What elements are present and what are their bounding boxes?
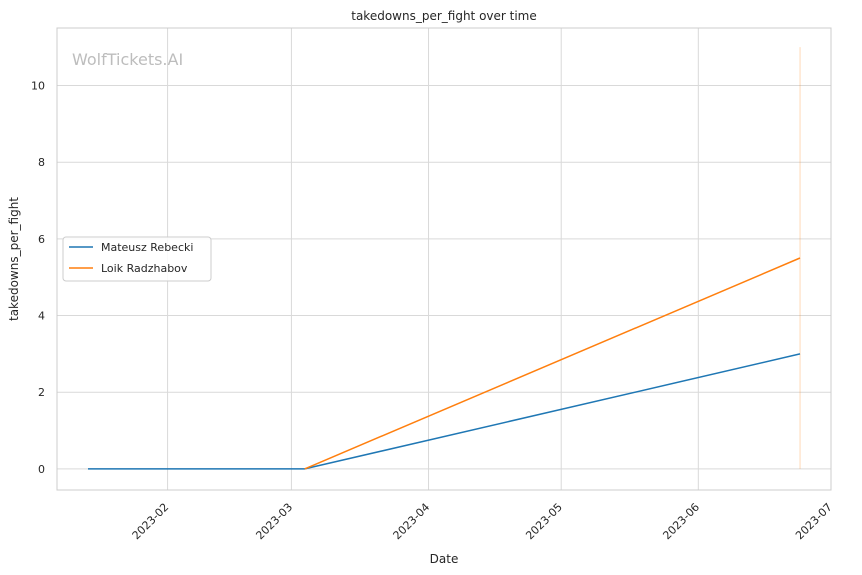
series-line: [88, 353, 801, 470]
y-tick-label: 10: [31, 80, 45, 93]
y-tick-label: 0: [38, 463, 45, 476]
x-tick-label: 2023-07: [793, 501, 835, 543]
y-tick-label: 6: [38, 233, 45, 246]
legend-label: Mateusz Rebecki: [101, 241, 193, 254]
y-axis-ticks: 0 2 4 6 8 10: [31, 80, 45, 476]
legend: Mateusz Rebecki Loik Radzhabov: [62, 236, 212, 282]
legend-box: [62, 236, 212, 282]
x-axis-ticks: 2023-02 2023-03 2023-04 2023-05 2023-06 2023-…: [130, 501, 835, 543]
chart-title: takedowns_per_fight over time: [351, 9, 537, 23]
legend-label: Loik Radzhabov: [101, 262, 188, 275]
y-tick-label: 4: [38, 310, 45, 323]
y-tick-label: 2: [38, 386, 45, 399]
x-axis-label: Date: [430, 552, 459, 566]
y-tick-label: 8: [38, 156, 45, 169]
x-tick-label: 2023-06: [660, 501, 702, 543]
x-tick-label: 2023-04: [391, 501, 433, 543]
x-tick-label: 2023-05: [523, 501, 565, 543]
watermark: WolfTickets.AI: [72, 50, 183, 69]
series-line: [304, 257, 801, 470]
y-axis-label: takedowns_per_fight: [7, 197, 21, 321]
x-tick-label: 2023-03: [253, 501, 295, 543]
series-layer: [88, 257, 801, 470]
x-tick-label: 2023-02: [130, 501, 172, 543]
plot-area: [56, 27, 832, 491]
